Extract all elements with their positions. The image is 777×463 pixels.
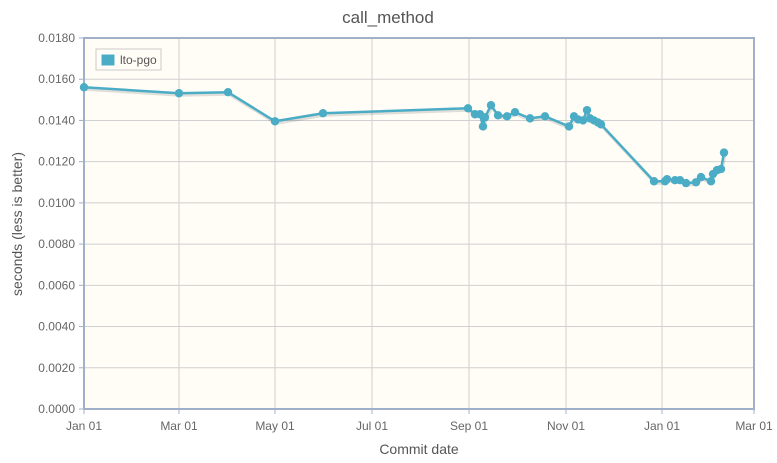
data-point[interactable]: [525, 114, 535, 123]
y-tick-label: 0.0060: [38, 278, 75, 292]
y-tick-label: 0.0180: [38, 31, 75, 45]
x-tick-label: Mar 01: [735, 419, 773, 433]
x-tick-label: Mar 01: [160, 419, 198, 433]
data-point[interactable]: [564, 122, 574, 131]
data-point[interactable]: [223, 88, 233, 97]
y-tick-label: 0.0020: [38, 361, 75, 375]
y-tick-label: 0.0140: [38, 113, 75, 127]
data-point[interactable]: [478, 122, 488, 131]
series-lto-pgo: [79, 83, 729, 188]
y-axis-label: seconds (less is better): [9, 152, 25, 296]
y-tick-label: 0.0040: [38, 320, 75, 334]
y-tick-label: 0.0160: [38, 72, 75, 86]
data-point[interactable]: [270, 117, 280, 126]
data-point[interactable]: [691, 178, 701, 187]
data-point[interactable]: [719, 148, 729, 157]
x-axis-label: Commit date: [379, 441, 459, 457]
data-point[interactable]: [540, 112, 550, 121]
y-tick-label: 0.0080: [38, 237, 75, 251]
data-point[interactable]: [582, 105, 592, 115]
x-tick-label: May 01: [255, 419, 295, 433]
data-point[interactable]: [510, 108, 520, 117]
x-tick-label: Jan 01: [66, 419, 102, 433]
data-point[interactable]: [480, 113, 490, 122]
data-point[interactable]: [174, 89, 184, 98]
data-point[interactable]: [649, 177, 659, 186]
data-point[interactable]: [463, 104, 473, 113]
data-point[interactable]: [596, 120, 606, 129]
plot-area: [84, 38, 754, 409]
data-point[interactable]: [706, 177, 716, 186]
x-tick-label: Jan 01: [644, 419, 680, 433]
x-tick-label: Sep 01: [450, 419, 488, 433]
data-point[interactable]: [681, 178, 691, 188]
data-point[interactable]: [696, 172, 706, 182]
data-point[interactable]: [486, 100, 496, 110]
data-point[interactable]: [79, 83, 89, 92]
data-point[interactable]: [318, 109, 328, 118]
data-point[interactable]: [502, 112, 512, 121]
data-point[interactable]: [578, 116, 588, 125]
y-tick-label: 0.0120: [38, 155, 75, 169]
x-axis-ticks: Jan 01 Mar 01 May 01 Jul 01 Sep 01 Nov 01 Jan …: [66, 409, 773, 433]
y-tick-label: 0.0100: [38, 196, 75, 210]
y-axis-ticks: 0.0000 0.0020 0.0040 0.0060 0.0080 0.0100 0.01…: [38, 31, 84, 416]
data-point[interactable]: [662, 174, 672, 184]
legend-swatch-icon: [100, 53, 116, 67]
plot-border: [83, 37, 755, 410]
y-tick-label: 0.0000: [38, 402, 75, 416]
x-tick-label: Jul 01: [356, 419, 388, 433]
data-point[interactable]: [493, 111, 503, 120]
chart-title: call_method: [342, 8, 434, 27]
x-tick-label: Nov 01: [547, 419, 585, 433]
data-point[interactable]: [716, 164, 726, 174]
legend-label[interactable]: lto-pgo: [120, 53, 157, 67]
legend[interactable]: lto-pgo: [95, 48, 162, 71]
